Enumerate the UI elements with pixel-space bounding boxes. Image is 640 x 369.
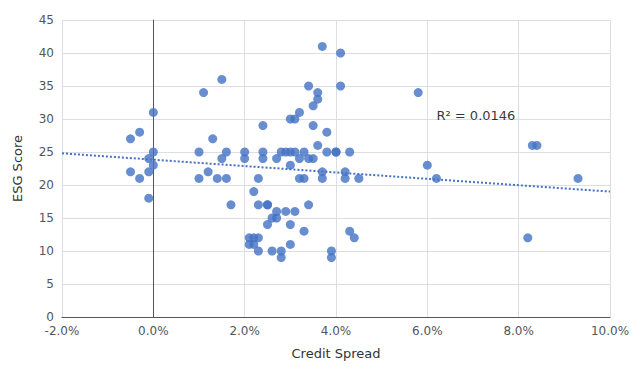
svg-text:10.0%: 10.0% (591, 324, 629, 338)
svg-text:-2.0%: -2.0% (45, 324, 80, 338)
svg-text:R² = 0.0146: R² = 0.0146 (436, 108, 515, 123)
svg-text:35: 35 (39, 79, 54, 93)
svg-text:0: 0 (46, 310, 54, 324)
svg-text:45: 45 (39, 13, 54, 27)
svg-text:4.0%: 4.0% (321, 324, 352, 338)
svg-text:2.0%: 2.0% (229, 324, 259, 338)
svg-text:40: 40 (39, 46, 54, 60)
svg-text:8.0%: 8.0% (503, 324, 534, 338)
svg-text:20: 20 (39, 178, 54, 192)
svg-text:30: 30 (39, 112, 54, 126)
svg-text:0.0%: 0.0% (138, 324, 169, 338)
svg-text:15: 15 (39, 211, 54, 225)
svg-text:25: 25 (39, 145, 54, 159)
svg-text:Credit Spread: Credit Spread (291, 346, 380, 361)
svg-text:6.0%: 6.0% (412, 324, 443, 338)
svg-text:ESG Score: ESG Score (10, 135, 25, 202)
svg-text:5: 5 (46, 277, 54, 291)
svg-text:10: 10 (39, 244, 54, 258)
